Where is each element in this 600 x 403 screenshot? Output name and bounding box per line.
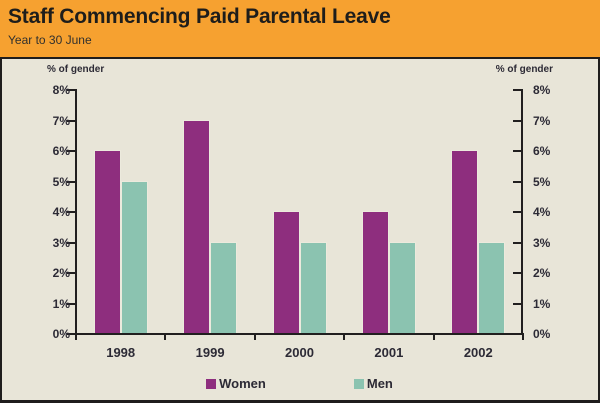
left-y-tick-label: 3% (52, 235, 70, 250)
left-y-tick-label: 4% (52, 205, 70, 219)
right-y-tick-mark (513, 241, 523, 244)
x-axis-tick-mark (432, 335, 435, 340)
left-y-tick-mark (67, 333, 76, 335)
left-y-tick-mark (67, 272, 76, 274)
bar-men-2002 (478, 241, 506, 333)
page-subtitle: Year to 30 June (8, 33, 92, 47)
x-axis-tick-mark (75, 335, 77, 340)
bar-men-2000 (299, 241, 327, 333)
left-y-tick-label: 1% (52, 296, 70, 311)
left-y-tick-mark (67, 119, 76, 122)
right-y-tick-mark (513, 150, 523, 152)
x-axis-tick-mark (164, 335, 167, 340)
right-y-tick-mark (513, 272, 523, 274)
right-y-tick-label: 7% (533, 113, 551, 128)
right-y-tick-label: 2% (533, 266, 551, 280)
bar-men-1998 (120, 180, 148, 333)
bar-men-2001 (388, 241, 416, 333)
x-axis-tick-mark (343, 335, 346, 340)
left-y-tick-label: 0% (52, 327, 70, 341)
bar-women-2001 (361, 211, 389, 333)
left-y-axis-line (75, 89, 77, 335)
report-header: Staff Commencing Paid Parental Leave Yea… (0, 0, 600, 57)
left-y-tick-label: 7% (52, 113, 70, 128)
legend-swatch-men-icon (353, 378, 364, 389)
legend-label-women: Women (219, 376, 266, 391)
right-y-tick-mark (513, 89, 523, 91)
x-axis-label-2002: 2002 (463, 345, 493, 360)
left-y-tick-mark (67, 302, 76, 305)
chart-panel: % of gender % of gender 0% 0% 1% 1% 2% 2% 3% 3%… (0, 57, 600, 403)
legend-entry-women: Women (206, 377, 266, 390)
left-axis-caption: % of gender (47, 64, 105, 75)
x-axis-line (75, 333, 524, 335)
right-axis-caption: % of gender (495, 64, 553, 75)
left-y-tick-label: 8% (52, 83, 70, 97)
x-axis-label-1999: 1999 (195, 345, 225, 360)
right-y-tick-label: 1% (533, 296, 551, 311)
right-y-tick-mark (513, 302, 523, 305)
legend: Women Men (76, 377, 523, 390)
right-y-tick-mark (513, 180, 523, 183)
right-y-tick-mark (513, 211, 523, 213)
bar-women-1998 (93, 150, 121, 333)
x-axis-label-2000: 2000 (285, 345, 314, 360)
x-axis-label-1998: 1998 (106, 345, 136, 360)
bar-women-2002 (451, 150, 479, 333)
right-y-tick-label: 8% (533, 83, 551, 97)
left-y-tick-label: 5% (52, 174, 70, 189)
right-y-tick-label: 0% (533, 327, 551, 341)
right-y-tick-label: 6% (533, 144, 551, 158)
left-y-tick-mark (67, 241, 76, 244)
legend-label-men: Men (366, 376, 393, 391)
legend-swatch-women-icon (206, 378, 217, 389)
right-y-tick-label: 4% (533, 205, 551, 219)
x-axis-label-2001: 2001 (374, 345, 404, 360)
bar-men-1999 (210, 241, 238, 333)
x-axis-tick-mark (253, 335, 256, 340)
bar-women-2000 (272, 211, 300, 333)
right-y-tick-label: 3% (533, 235, 551, 250)
left-y-tick-label: 2% (52, 266, 70, 280)
right-y-tick-mark (513, 119, 523, 122)
left-y-tick-mark (67, 89, 76, 91)
right-y-tick-label: 5% (533, 174, 551, 189)
left-y-tick-mark (67, 211, 76, 213)
page-title: Staff Commencing Paid Parental Leave (8, 5, 391, 28)
left-y-tick-label: 6% (52, 144, 70, 158)
legend-entry-men: Men (353, 376, 393, 391)
left-y-tick-mark (67, 180, 76, 183)
x-axis-tick-mark (522, 335, 524, 340)
bar-women-1999 (183, 119, 211, 333)
left-y-tick-mark (67, 150, 76, 152)
